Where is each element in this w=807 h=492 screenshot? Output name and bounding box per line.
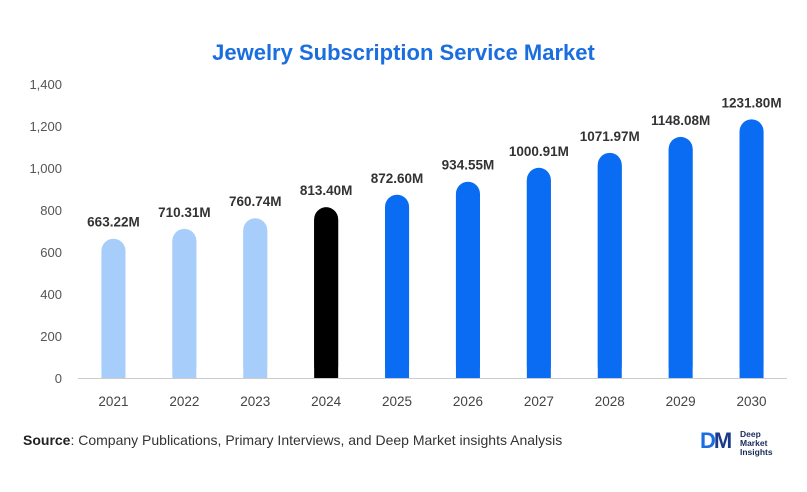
data-label: 1231.80M xyxy=(722,95,782,110)
x-tick-label: 2024 xyxy=(311,394,342,409)
y-axis: 0 200 400 600 800 1,000 1,200 1,400 xyxy=(29,77,62,386)
x-tick-label: 2025 xyxy=(382,394,412,409)
x-axis: 2021 2022 2023 2024 2025 2026 2027 2028 2029 2030 xyxy=(78,378,787,409)
source-text: : Company Publications, Primary Intervie… xyxy=(70,432,563,448)
x-tick-label: 2028 xyxy=(595,394,625,409)
data-label: 1000.91M xyxy=(509,144,569,159)
source-label: Source xyxy=(23,432,71,448)
logo-text: Deep Market Insights xyxy=(740,430,773,457)
logo-line-2: Market xyxy=(740,438,768,448)
y-tick-label: 1,000 xyxy=(29,161,62,176)
logo-line-1: Deep xyxy=(740,429,761,439)
data-label: 1148.08M xyxy=(651,113,710,128)
x-tick-label: 2022 xyxy=(169,394,199,409)
data-label: 760.74M xyxy=(229,194,282,209)
x-tick-label: 2026 xyxy=(453,394,483,409)
y-tick-label: 0 xyxy=(55,371,62,386)
logo-mark-d: D xyxy=(700,428,716,453)
bar-base xyxy=(668,148,693,378)
bars xyxy=(101,119,764,379)
logo-mark-m: M xyxy=(713,428,732,453)
bar-base xyxy=(526,179,551,378)
x-tick-label: 2027 xyxy=(524,394,554,409)
logo-line-3: Insights xyxy=(740,447,773,457)
data-labels: 663.22M 710.31M 760.74M 813.40M 872.60M 934.5… xyxy=(87,95,781,229)
y-tick-label: 600 xyxy=(40,245,62,260)
y-tick-label: 1,200 xyxy=(29,119,62,134)
chart-title: Jewelry Subscription Service Market xyxy=(212,40,595,65)
data-label: 813.40M xyxy=(300,183,353,198)
deep-market-insights-logo: DM Deep Market Insights xyxy=(700,426,790,462)
bar-base xyxy=(314,219,339,378)
logo-mark: DM xyxy=(700,428,732,454)
y-tick-label: 400 xyxy=(40,287,62,302)
data-label: 663.22M xyxy=(87,215,140,230)
bar-base xyxy=(455,193,480,378)
x-tick-label: 2030 xyxy=(737,394,767,409)
data-label: 872.60M xyxy=(371,171,424,186)
data-label: 1071.97M xyxy=(580,129,640,144)
source-note: Source: Company Publications, Primary In… xyxy=(23,432,562,448)
bar-base xyxy=(739,131,764,378)
x-tick-label: 2029 xyxy=(666,394,696,409)
x-tick-label: 2023 xyxy=(240,394,270,409)
bar-base xyxy=(101,250,126,378)
y-tick-label: 800 xyxy=(40,203,62,218)
bar-base xyxy=(385,206,410,378)
bar-base xyxy=(243,230,268,378)
y-tick-label: 200 xyxy=(40,329,62,344)
y-tick-label: 1,400 xyxy=(29,77,62,92)
x-tick-label: 2021 xyxy=(98,394,128,409)
data-label: 710.31M xyxy=(158,205,211,220)
bar-base xyxy=(172,240,197,378)
bar-base xyxy=(597,164,622,378)
data-label: 934.55M xyxy=(442,158,495,173)
